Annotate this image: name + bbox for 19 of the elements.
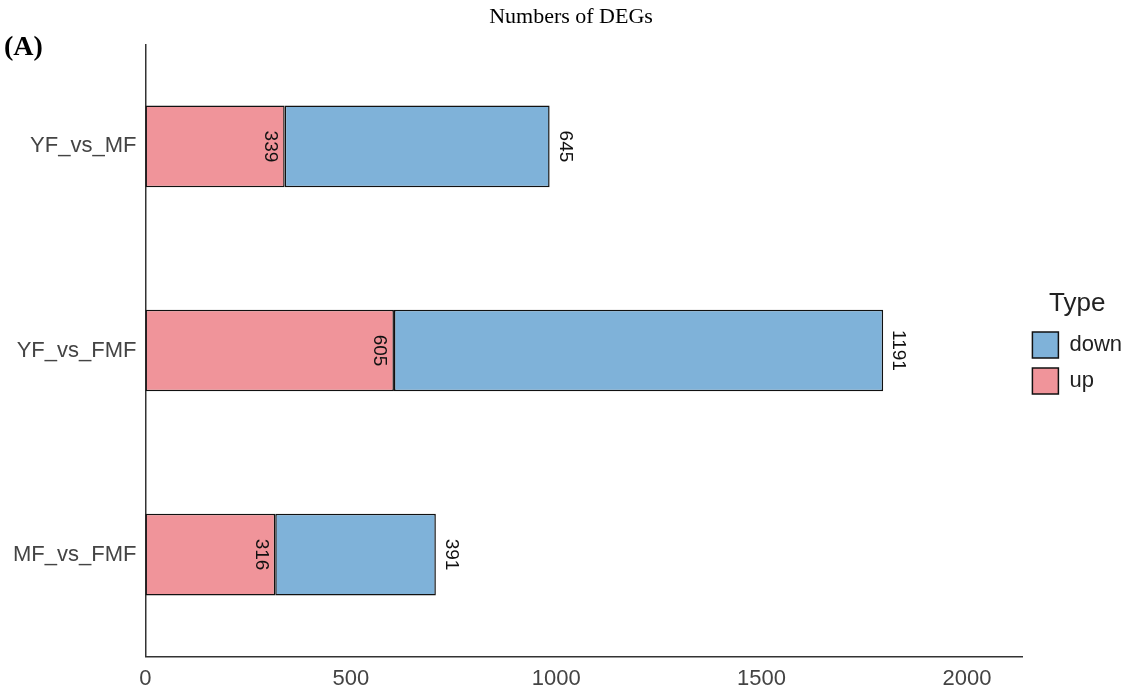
y-tick-label: MF_vs_FMF bbox=[12, 540, 137, 566]
data-label: 645 bbox=[555, 130, 577, 163]
x-tick-label: 2000 bbox=[942, 664, 992, 690]
x-tick-label: 0 bbox=[139, 664, 152, 690]
x-tick-label: 1500 bbox=[737, 664, 787, 690]
chart-title: Numbers of DEGs bbox=[489, 2, 653, 28]
data-label: 1191 bbox=[889, 330, 911, 371]
legend-label: up bbox=[1069, 367, 1094, 393]
data-label: 316 bbox=[251, 538, 273, 571]
data-label: 391 bbox=[442, 538, 464, 571]
data-label: 605 bbox=[370, 334, 392, 367]
data-label: 339 bbox=[260, 130, 282, 163]
legend-label: down bbox=[1069, 331, 1122, 357]
y-tick-label: YF_vs_MF bbox=[30, 132, 137, 158]
y-tick-label: YF_vs_FMF bbox=[16, 336, 137, 362]
legend-title: Type bbox=[1049, 287, 1106, 318]
text: (A) bbox=[4, 30, 43, 62]
x-tick-label: 500 bbox=[332, 664, 370, 690]
x-tick-label: 1000 bbox=[531, 664, 581, 690]
